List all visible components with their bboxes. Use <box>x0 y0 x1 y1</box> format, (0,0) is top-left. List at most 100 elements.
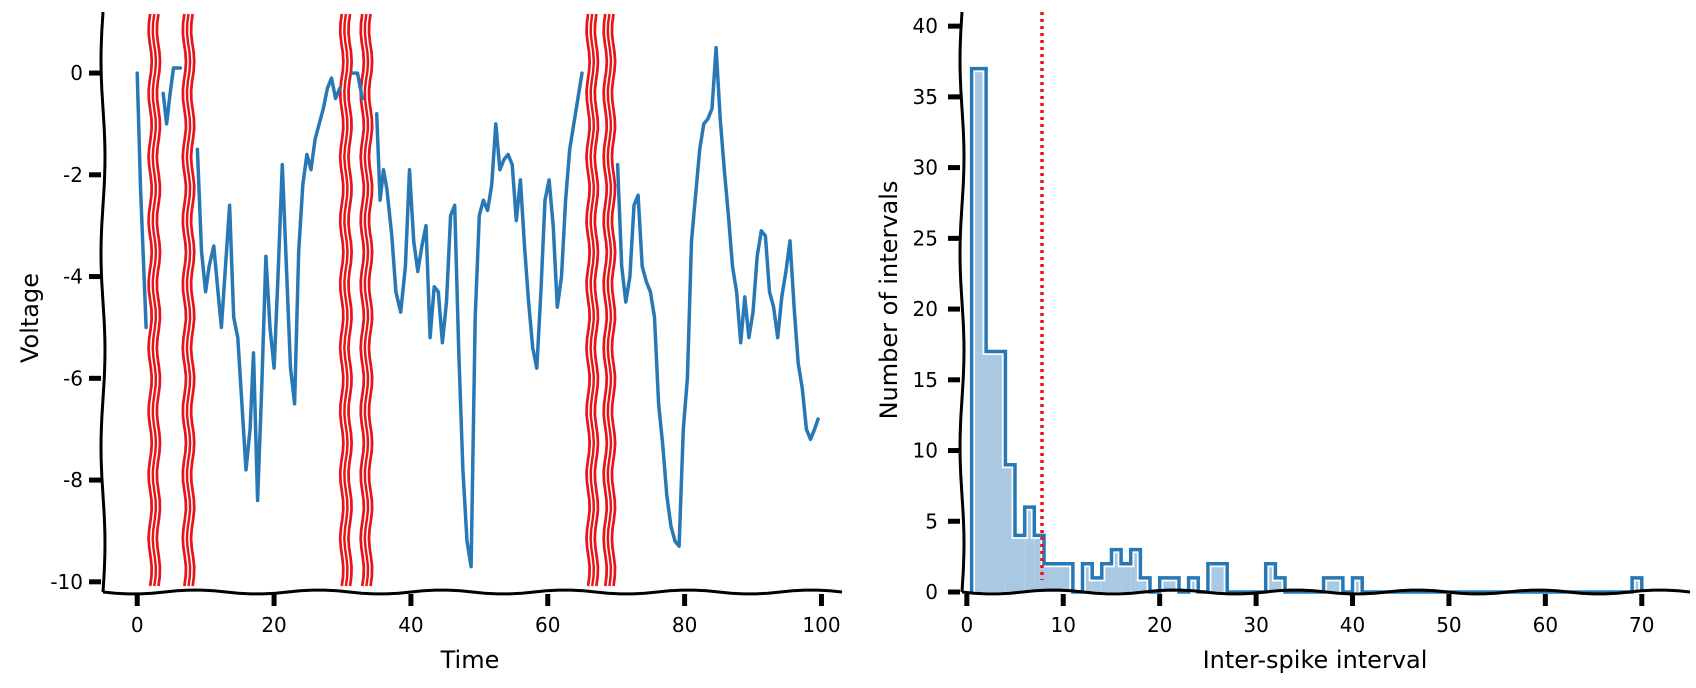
isi-x-tick-label-2: 20 <box>1147 613 1172 637</box>
histogram-bar-30 <box>1333 577 1343 592</box>
voltage-line-segment-5 <box>374 71 584 569</box>
isi-y-tick-label-0: 0 <box>925 580 938 604</box>
histogram-bar-21 <box>1207 563 1218 592</box>
spike-marker-2-stroke-3 <box>189 13 196 587</box>
spike-marker-4-stroke-1 <box>359 13 366 587</box>
voltage-x-tick-label-4: 80 <box>672 613 697 637</box>
spike-marker-3-stroke-2 <box>342 13 350 587</box>
isi-y-tick-label-5: 25 <box>913 226 938 250</box>
isi-y-tick-label-6: 30 <box>913 156 938 180</box>
voltage-y-tick-label-1: -2 <box>63 163 83 187</box>
histogram-bar-4 <box>1024 507 1035 592</box>
isi-y-tick-label-7: 35 <box>913 85 938 109</box>
spike-marker-1-gap-a <box>149 13 155 587</box>
spike-marker-4-stroke-2 <box>363 13 370 587</box>
histogram-outline-halo <box>968 65 1646 596</box>
spike-marker-6-gap-b <box>609 13 614 587</box>
isi-y-tick-label-8: 40 <box>913 14 938 38</box>
histogram-bar-16 <box>1159 577 1170 592</box>
spike-marker-4-gap-a <box>362 13 367 587</box>
spike-marker-6-stroke-2 <box>606 13 613 587</box>
isi-x-axis-title: Inter-spike interval <box>1203 646 1428 674</box>
spike-marker-3-stroke-1 <box>338 13 346 587</box>
voltage-x-tick-label-0: 0 <box>131 613 144 637</box>
spike-marker-4-gap-b <box>366 13 371 587</box>
voltage-y-axis-title: Voltage <box>16 273 44 363</box>
voltage-axes: 0 -2 -4 -6 -8 -10 0 20 40 60 80 100 <box>50 11 843 637</box>
voltage-y-tick-label-3: -6 <box>63 366 83 390</box>
isi-y-tick-label-3: 15 <box>913 368 938 392</box>
spike-marker-2-stroke-1 <box>181 13 188 587</box>
isi-x-tick-label-3: 30 <box>1243 613 1268 637</box>
histogram-bar-2 <box>1005 464 1016 592</box>
isi-x-axis-line <box>961 588 1691 596</box>
spike-markers <box>147 13 617 587</box>
histogram-bar-34 <box>1632 577 1642 592</box>
isi-x-tick-label-0: 0 <box>960 613 973 637</box>
spike-marker-1-stroke-3 <box>155 13 162 587</box>
histogram-bar-1 <box>986 351 1006 592</box>
voltage-line-segment-6 <box>615 45 820 548</box>
spike-marker-5-gap-b <box>591 13 597 587</box>
spike-marker-3-gap-b <box>345 13 351 587</box>
histogram-bar-22 <box>1217 563 1228 592</box>
spike-marker-5-stroke-2 <box>589 13 596 587</box>
isi-y-tick-label-4: 20 <box>913 297 938 321</box>
voltage-y-axis-line <box>99 11 107 593</box>
histogram-bar-0 <box>971 68 987 592</box>
spike-marker-4-stroke-3 <box>367 13 374 587</box>
voltage-lines <box>135 45 820 569</box>
spike-marker-6-gap-a <box>605 13 610 587</box>
histogram-bar-9 <box>1092 577 1102 592</box>
spike-marker-2-stroke-2 <box>185 13 192 587</box>
histogram-bar-17 <box>1169 577 1179 592</box>
histogram-bar-11 <box>1111 549 1122 592</box>
isi-x-tick-label-4: 40 <box>1340 613 1365 637</box>
spike-marker-3-gap-a <box>341 13 347 587</box>
histogram-outline <box>969 66 1644 594</box>
voltage-line-segment-1 <box>135 71 148 330</box>
spike-marker-1-gap-b <box>153 13 159 587</box>
histogram-bar-19 <box>1188 577 1199 592</box>
spike-marker-5-stroke-1 <box>585 13 592 587</box>
histogram-bar-3 <box>1015 535 1025 592</box>
isi-y-tick-label-1: 5 <box>925 509 938 533</box>
isi-y-axis-line <box>958 11 966 593</box>
voltage-line-segment-4 <box>351 71 365 101</box>
histogram-bar-25 <box>1265 563 1276 592</box>
histogram-axes: 0 5 10 15 20 25 30 35 40 0 10 20 30 40 50 60 70 <box>913 11 1691 637</box>
voltage-x-axis-line <box>102 588 843 596</box>
histogram-bar-6 <box>1043 563 1073 592</box>
spike-marker-2-gap-b <box>188 13 193 587</box>
isi-x-tick-label-1: 10 <box>1051 613 1076 637</box>
voltage-x-tick-label-5: 100 <box>802 613 840 637</box>
voltage-trace-panel: 0 -2 -4 -6 -8 -10 0 20 40 60 80 100 Time Voltage <box>16 11 843 674</box>
voltage-x-tick-label-3: 60 <box>535 613 560 637</box>
spike-marker-1-stroke-1 <box>147 13 154 587</box>
voltage-y-tick-label-2: -4 <box>63 265 83 289</box>
voltage-line-segment-2 <box>161 66 183 126</box>
isi-x-tick-label-7: 70 <box>1629 613 1654 637</box>
voltage-x-axis-title: Time <box>440 646 500 674</box>
histogram-bar-8 <box>1082 563 1093 592</box>
spike-marker-3-stroke-3 <box>346 13 354 587</box>
voltage-x-tick-label-2: 40 <box>398 613 423 637</box>
isi-y-axis-title: Number of intervals <box>875 181 903 420</box>
histogram-bar-5 <box>1034 535 1044 592</box>
histogram-bars <box>968 65 1646 596</box>
voltage-y-tick-label-5: -10 <box>50 570 83 594</box>
isi-histogram-panel: 0 5 10 15 20 25 30 35 40 0 10 20 30 40 50 60 70 Inter-sp… <box>875 11 1691 674</box>
histogram-bar-12 <box>1121 563 1131 592</box>
spike-marker-2-gap-a <box>184 13 189 587</box>
histogram-bar-10 <box>1101 563 1112 592</box>
spike-marker-1-stroke-2 <box>151 13 158 587</box>
isi-x-tick-label-6: 60 <box>1533 613 1558 637</box>
histogram-bar-29 <box>1323 577 1334 592</box>
voltage-line-segment-3 <box>195 76 342 503</box>
histogram-bar-14 <box>1140 577 1151 592</box>
histogram-bar-26 <box>1275 577 1286 592</box>
voltage-x-tick-label-1: 20 <box>261 613 286 637</box>
histogram-bar-13 <box>1130 549 1141 592</box>
isi-y-tick-label-2: 10 <box>913 439 938 463</box>
